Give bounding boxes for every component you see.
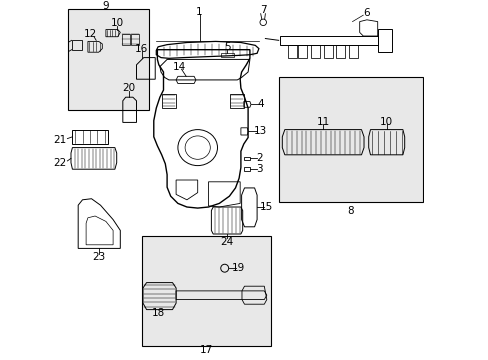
Text: 2: 2 xyxy=(255,153,262,163)
Text: 9: 9 xyxy=(102,1,109,12)
Text: 16: 16 xyxy=(135,44,148,54)
Text: 19: 19 xyxy=(231,263,244,273)
Polygon shape xyxy=(278,77,422,202)
Text: 8: 8 xyxy=(346,206,353,216)
Text: 22: 22 xyxy=(53,158,66,168)
Polygon shape xyxy=(142,236,271,346)
Text: 13: 13 xyxy=(253,126,266,136)
Text: 14: 14 xyxy=(172,62,185,72)
Text: 12: 12 xyxy=(83,29,97,39)
Text: 18: 18 xyxy=(152,308,165,318)
Text: 17: 17 xyxy=(199,345,212,355)
Text: 23: 23 xyxy=(92,252,105,262)
Text: 10: 10 xyxy=(379,117,392,127)
Polygon shape xyxy=(68,9,149,110)
Text: 21: 21 xyxy=(53,135,66,145)
Text: 20: 20 xyxy=(122,83,135,93)
Text: 6: 6 xyxy=(363,8,369,18)
Text: 4: 4 xyxy=(257,99,264,109)
Text: 10: 10 xyxy=(111,18,124,28)
Text: 15: 15 xyxy=(260,202,273,212)
Text: 7: 7 xyxy=(260,5,266,15)
Text: 3: 3 xyxy=(255,164,262,174)
Text: 1: 1 xyxy=(196,6,203,17)
Text: 5: 5 xyxy=(224,42,230,52)
Text: 11: 11 xyxy=(316,117,329,127)
Text: 24: 24 xyxy=(220,237,233,247)
